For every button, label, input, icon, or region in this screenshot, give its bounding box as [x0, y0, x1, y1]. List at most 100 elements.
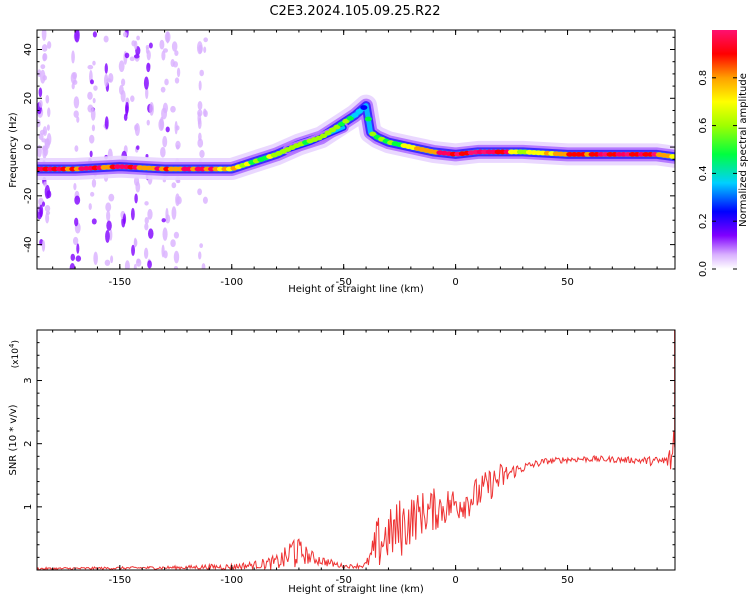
spectrogram-y-ticks: -40 -20 0 20 40 — [23, 36, 675, 258]
speckle-mark — [148, 228, 154, 239]
speckle-mark — [93, 85, 98, 91]
speckle-mark — [47, 41, 52, 49]
speckle-mark — [125, 101, 129, 114]
speckle-mark — [199, 149, 205, 158]
snr-series-line — [37, 330, 675, 570]
speckle-mark — [92, 31, 97, 38]
speckle-mark — [159, 39, 165, 50]
speckle-mark — [89, 134, 95, 144]
spectrogram-x-label: Height of straight line (km) — [288, 284, 424, 295]
ridge-mark — [346, 115, 355, 121]
speckle-mark — [171, 41, 178, 52]
speckle-mark — [42, 126, 48, 137]
speckle-mark — [46, 124, 50, 131]
speckle-mark — [203, 108, 207, 117]
speckle-mark — [146, 62, 151, 73]
snr-y-ticks: 1 2 3 — [23, 342, 675, 558]
speckle-mark — [109, 229, 113, 241]
ridge-mark — [342, 118, 350, 124]
speckle-mark — [110, 255, 114, 264]
speckle-mark — [134, 40, 138, 50]
speckle-mark — [197, 188, 203, 196]
speckle-mark — [162, 135, 168, 148]
speckle-mark — [136, 258, 141, 264]
speckle-mark — [133, 237, 137, 248]
speckle-mark — [160, 146, 166, 158]
speckle-mark — [124, 52, 130, 59]
snr-scale-base: (x10 — [11, 348, 21, 369]
speckle-mark — [173, 231, 180, 239]
y-tick-label: -20 — [23, 188, 34, 204]
speckle-mark — [105, 202, 112, 212]
ridge-mark — [328, 127, 337, 133]
speckle-mark — [104, 63, 108, 74]
speckle-mark — [162, 48, 168, 53]
speckle-mark — [38, 99, 43, 108]
x-tick-label: -50 — [336, 575, 352, 586]
speckle-mark — [174, 77, 180, 84]
speckle-mark — [201, 263, 206, 269]
speckle-mark — [93, 251, 98, 265]
speckle-mark — [41, 201, 46, 207]
colorbar-label: Normalized spectral amplitude — [738, 73, 749, 227]
ridge-mark — [319, 133, 328, 139]
ridge-mark — [324, 130, 332, 136]
speckle-mark — [124, 260, 130, 269]
speckle-mark — [91, 178, 97, 188]
speckle-mark — [176, 179, 181, 184]
speckle-mark — [121, 78, 126, 87]
colorbar-gradient — [712, 30, 737, 269]
speckle-mark — [146, 49, 151, 61]
speckle-mark — [72, 236, 79, 246]
snr-scale-exponent: 4 — [8, 343, 16, 348]
spectrogram-marks — [37, 30, 675, 269]
speckle-mark — [173, 250, 180, 264]
speckle-mark — [72, 71, 78, 80]
speckle-mark — [175, 144, 180, 150]
speckle-mark — [106, 220, 112, 231]
y-tick-label: 20 — [23, 92, 34, 105]
speckle-mark — [43, 181, 48, 187]
snr-panel: -150 -100 -50 0 50 1 2 3 Height of straight li… — [8, 329, 676, 595]
speckle-mark — [104, 116, 109, 130]
speckle-mark — [71, 50, 75, 64]
x-tick-label: -50 — [336, 277, 352, 288]
speckle-mark — [161, 218, 166, 223]
speckle-mark — [170, 239, 176, 248]
speckle-mark — [73, 96, 80, 109]
speckle-mark — [199, 69, 204, 77]
speckle-mark — [73, 110, 79, 118]
speckle-mark — [91, 124, 96, 132]
x-tick-label: -100 — [220, 575, 243, 586]
speckle-mark — [145, 87, 149, 100]
speckle-mark — [45, 212, 50, 224]
speckle-mark — [144, 222, 149, 231]
speckle-mark — [131, 244, 135, 256]
speckle-mark — [136, 35, 140, 41]
speckle-mark — [144, 201, 149, 206]
speckle-mark — [104, 259, 111, 266]
ridge-mark — [360, 105, 368, 110]
colorbar-ticks: 0.0 0.2 0.4 0.6 0.8 — [698, 70, 737, 277]
speckle-mark — [165, 214, 171, 224]
speckle-mark — [89, 150, 93, 158]
speckle-mark — [165, 126, 170, 133]
x-tick-label: -100 — [220, 277, 243, 288]
speckle-mark — [90, 107, 96, 121]
speckle-mark — [174, 50, 179, 56]
y-tick-label: 0 — [23, 144, 34, 150]
y-tick-label: 2 — [23, 440, 34, 446]
speckle-mark — [91, 218, 97, 225]
snr-x-ticks: -150 -100 -50 0 50 — [52, 330, 658, 586]
speckle-mark — [198, 80, 202, 91]
x-tick-label: 50 — [561, 575, 574, 586]
speckle-mark — [40, 64, 46, 70]
colorbar-tick-label: 0.0 — [698, 261, 709, 277]
speckle-mark — [173, 265, 178, 269]
speckle-mark — [87, 64, 94, 70]
speckle-mark — [203, 37, 208, 43]
ridge-mark — [369, 131, 377, 137]
speckle-mark — [175, 125, 180, 131]
speckle-mark — [130, 207, 135, 221]
speckle-mark — [147, 260, 152, 269]
